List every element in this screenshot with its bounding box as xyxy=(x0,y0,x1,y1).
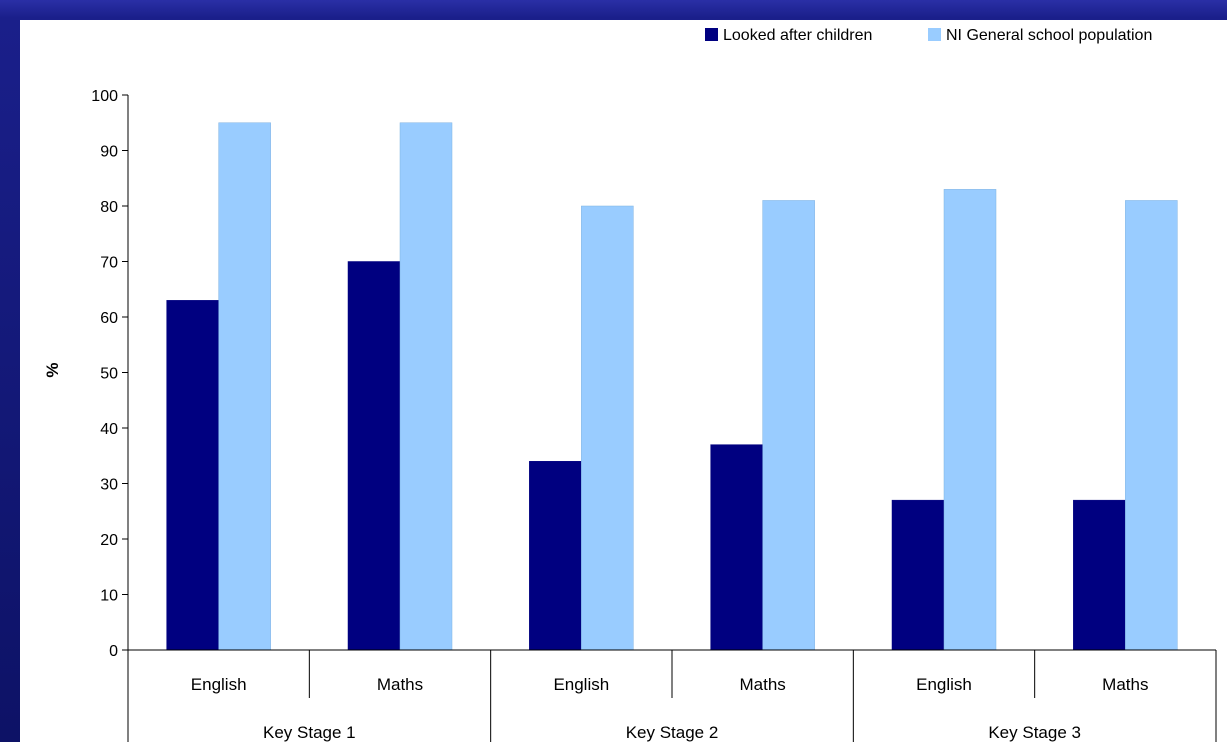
x-group-label: Key Stage 1 xyxy=(263,723,356,742)
bar-looked-after xyxy=(710,444,763,651)
bar-ni-general xyxy=(762,200,815,651)
legend-swatch xyxy=(705,28,718,41)
y-tick-label: 20 xyxy=(100,532,118,549)
bar-looked-after xyxy=(347,261,401,651)
y-tick-label: 60 xyxy=(100,310,118,327)
x-group-label: Key Stage 3 xyxy=(988,723,1081,742)
y-tick-label: 90 xyxy=(100,144,118,161)
bar-looked-after xyxy=(166,300,219,651)
x-group-label: Key Stage 2 xyxy=(626,723,719,742)
y-axis-label: % xyxy=(43,362,62,377)
y-tick-label: 50 xyxy=(100,366,118,383)
y-tick-label: 0 xyxy=(109,643,118,660)
x-tick-label: Maths xyxy=(740,675,786,694)
bar-ni-general xyxy=(581,205,634,651)
y-tick-label: 80 xyxy=(100,199,118,216)
bar-ni-general xyxy=(399,122,453,651)
x-tick-label: Maths xyxy=(377,675,423,694)
y-tick-label: 30 xyxy=(100,477,118,494)
y-tick-label: 100 xyxy=(91,88,118,105)
bar-ni-general xyxy=(943,189,997,651)
x-tick-label: English xyxy=(191,675,247,694)
y-tick-label: 10 xyxy=(100,588,118,605)
bar-looked-after xyxy=(1073,499,1126,651)
y-tick-label: 70 xyxy=(100,255,118,272)
y-tick-label: 40 xyxy=(100,421,118,438)
chart-panel: 0 10 20 30 40 50 60 70 80 90 100% English Maths Engli… xyxy=(20,20,1227,742)
legend-label: Looked after children xyxy=(723,27,872,44)
bar-ni-general xyxy=(1125,200,1178,651)
bar-ni-general xyxy=(218,122,271,651)
x-tick-label: Maths xyxy=(1102,675,1148,694)
bar-looked-after xyxy=(891,499,945,651)
x-tick-label: English xyxy=(916,675,972,694)
legend-swatch xyxy=(928,28,941,41)
x-tick-label: English xyxy=(553,675,609,694)
bar-chart: 0 10 20 30 40 50 60 70 80 90 100% English Maths Engli… xyxy=(43,27,1217,742)
legend-label: NI General school population xyxy=(946,27,1152,44)
bar-looked-after xyxy=(529,461,582,651)
